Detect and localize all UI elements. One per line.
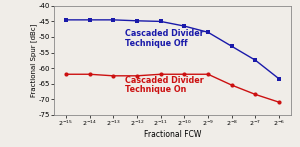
Text: Cascaded Divider: Cascaded Divider — [125, 29, 204, 38]
Text: Cascaded Divider: Cascaded Divider — [125, 76, 204, 85]
Text: Technique Off: Technique Off — [125, 39, 188, 47]
Text: Technique On: Technique On — [125, 85, 187, 94]
Y-axis label: Fractional Spur [dBc]: Fractional Spur [dBc] — [30, 24, 37, 97]
X-axis label: Fractional FCW: Fractional FCW — [144, 130, 201, 138]
